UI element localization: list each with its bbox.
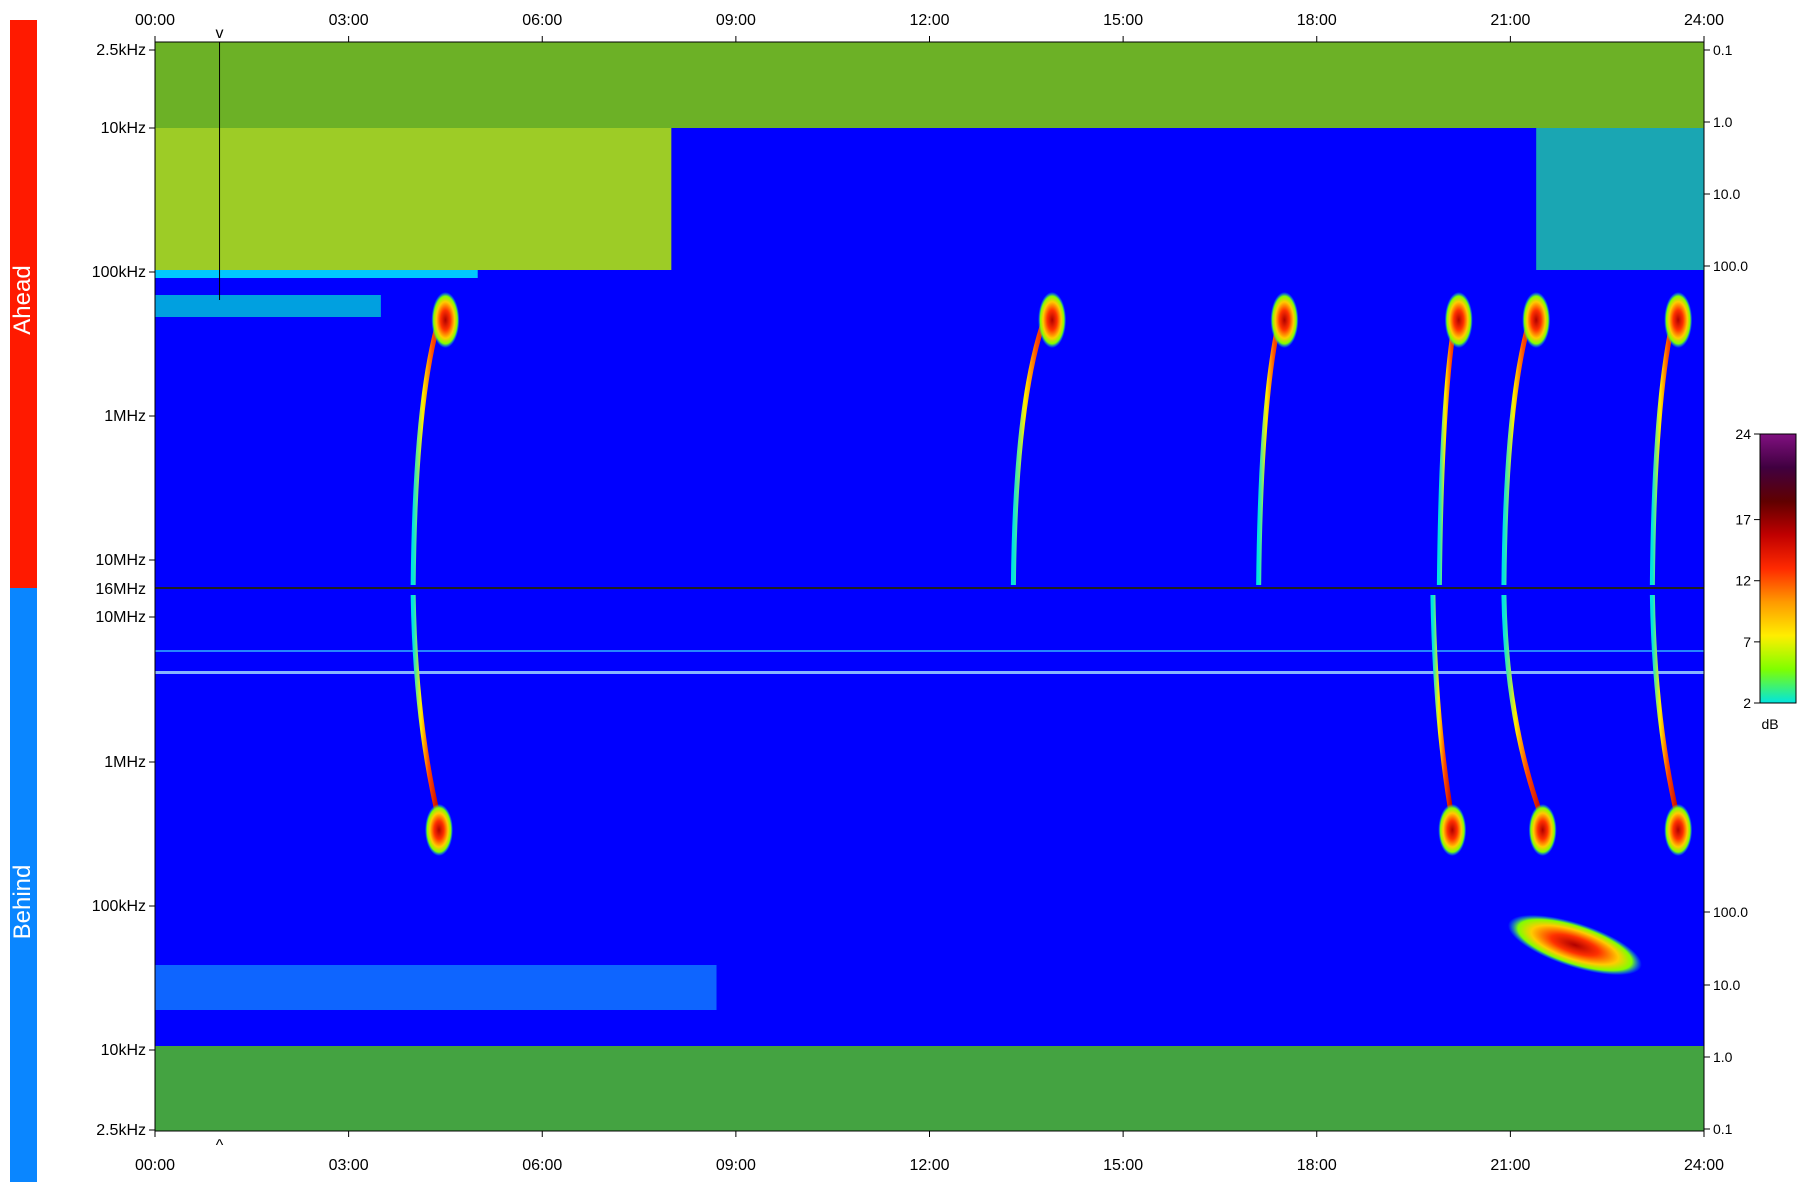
- burst-ahead-blob-1: [1038, 292, 1067, 348]
- burst-ahead-blob-5: [1664, 292, 1693, 348]
- ahead-band-patch: [155, 295, 381, 317]
- colorbar-unit: dB: [1761, 716, 1778, 732]
- behind-y-label-2: 100kHz: [92, 898, 146, 915]
- burst-behind-large-blob: [1507, 914, 1642, 976]
- behind-bar: [10, 588, 37, 1182]
- colorbar-tick-label-1: 17: [1735, 512, 1751, 528]
- burst-ahead-blob-2: [1270, 292, 1299, 348]
- x-tick-label-bottom-2: 06:00: [522, 1157, 562, 1174]
- x-tick-label-bottom-0: 00:00: [135, 1157, 175, 1174]
- colorbar-scale: [1759, 433, 1797, 704]
- burst-behind-blob-8: [1528, 804, 1557, 856]
- ahead-y-label-1: 10kHz: [101, 120, 146, 137]
- burst-behind-6: [410, 594, 442, 821]
- x-tick-label-top-8: 24:00: [1684, 12, 1724, 29]
- behind-y-label-0: 10MHz: [95, 609, 146, 626]
- separator-label: 16MHz: [95, 581, 146, 598]
- time-marker-bottom: ^: [216, 1137, 224, 1154]
- ahead-y-label-0: 2.5kHz: [96, 42, 146, 59]
- behind-lowfreq-band: [155, 1046, 1704, 1131]
- behind-right-label-2: 1.0: [1713, 1049, 1733, 1065]
- x-tick-label-bottom-6: 18:00: [1297, 1157, 1337, 1174]
- ahead-lowfreq-band: [155, 42, 1704, 128]
- burst-ahead-blob-0: [431, 292, 460, 348]
- x-tick-label-top-0: 00:00: [135, 12, 175, 29]
- x-tick-label-bottom-4: 12:00: [909, 1157, 949, 1174]
- colorbar-tick-label-3: 7: [1743, 634, 1751, 650]
- x-tick-label-bottom-7: 21:00: [1490, 1157, 1530, 1174]
- ahead-y-label-3: 1MHz: [104, 408, 146, 425]
- behind-right-label-3: 0.1: [1713, 1121, 1733, 1137]
- x-tick-label-bottom-3: 09:00: [716, 1157, 756, 1174]
- ahead-right-label-0: 0.1: [1713, 42, 1733, 58]
- burst-ahead-blob-3: [1444, 292, 1473, 348]
- x-tick-label-top-3: 09:00: [716, 12, 756, 29]
- x-tick-label-top-7: 21:00: [1490, 12, 1530, 29]
- behind-y-label-3: 10kHz: [101, 1042, 146, 1059]
- behind-interference-line-2: [155, 650, 1704, 652]
- behind-right-label-0: 100.0: [1713, 904, 1748, 920]
- behind-y-label-1: 1MHz: [104, 754, 146, 771]
- ahead-right-label-3: 100.0: [1713, 258, 1748, 274]
- colorbar-tick-label-2: 12: [1735, 573, 1751, 589]
- ahead-noise-block-late: [1536, 128, 1704, 270]
- burst-behind-blob-6: [424, 804, 453, 856]
- burst-behind-9: [1649, 594, 1681, 821]
- x-tick-label-bottom-5: 15:00: [1103, 1157, 1143, 1174]
- burst-behind-blob-7: [1438, 804, 1467, 856]
- burst-behind-7: [1430, 594, 1455, 821]
- x-tick-label-top-5: 15:00: [1103, 12, 1143, 29]
- ahead-right-label-2: 10.0: [1713, 186, 1740, 202]
- x-tick-label-bottom-8: 24:00: [1684, 1157, 1724, 1174]
- x-tick-label-top-1: 03:00: [329, 12, 369, 29]
- ahead-band-line: [155, 270, 478, 278]
- x-tick-label-top-4: 12:00: [909, 12, 949, 29]
- ahead-bar: [10, 20, 37, 588]
- ahead-y-label-4: 10MHz: [95, 552, 146, 569]
- ahead-right-label-1: 1.0: [1713, 114, 1733, 130]
- burst-behind-blob-9: [1664, 804, 1693, 856]
- behind-interference-line: [155, 671, 1704, 674]
- ahead-noise-block-early: [155, 128, 672, 270]
- behind-y-label-4: 2.5kHz: [96, 1122, 146, 1139]
- x-tick-label-top-6: 18:00: [1297, 12, 1337, 29]
- x-tick-label-bottom-1: 03:00: [329, 1157, 369, 1174]
- colorbar-tick-label-0: 24: [1735, 426, 1751, 442]
- time-marker-top: v: [216, 25, 224, 42]
- behind-right-label-1: 10.0: [1713, 977, 1740, 993]
- behind-noise-band: [155, 965, 717, 1010]
- x-tick-label-top-2: 06:00: [522, 12, 562, 29]
- burst-ahead-blob-4: [1522, 292, 1551, 348]
- colorbar-tick-label-4: 2: [1743, 695, 1751, 711]
- burst-behind-8: [1501, 594, 1545, 821]
- ahead-y-label-2: 100kHz: [92, 264, 146, 281]
